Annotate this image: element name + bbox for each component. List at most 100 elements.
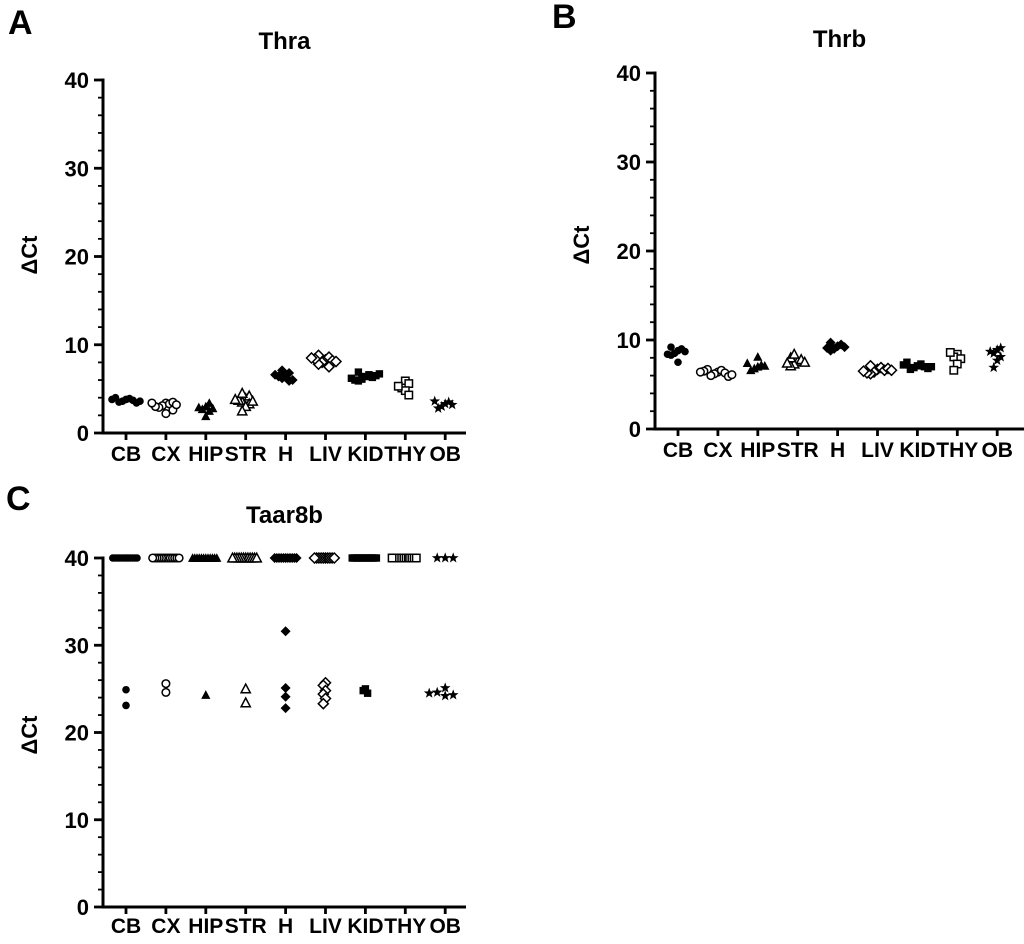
data-point [431, 686, 443, 697]
data-point [423, 687, 435, 698]
data-point [798, 355, 811, 367]
data-point [949, 365, 959, 375]
x-tick-label: CX [151, 443, 180, 466]
series-KID [347, 368, 384, 385]
data-point [825, 345, 836, 356]
data-point [375, 370, 384, 378]
y-tick-label: 10 [617, 328, 641, 353]
data-point [439, 552, 451, 563]
y-tick-label: 0 [77, 421, 89, 446]
data-point [204, 398, 214, 407]
axes: 0 10 20 30 40 CB CX HIP STR H LIV KID THY OB [65, 68, 466, 466]
data-point [239, 682, 252, 694]
data-point [188, 553, 198, 562]
panel-title: Taar8b [246, 502, 323, 529]
data-point [404, 390, 414, 400]
data-point [329, 355, 343, 368]
data-point [988, 361, 1000, 373]
data-point [839, 342, 850, 353]
x-tick-label: LIV [861, 439, 894, 462]
series-CB [109, 554, 141, 710]
data-point [270, 369, 281, 380]
series-THY [945, 348, 966, 375]
data-point [372, 554, 381, 562]
data-point [108, 395, 116, 404]
data-point [991, 344, 1003, 355]
y-tick-label: 30 [65, 633, 89, 658]
data-point [995, 342, 1007, 353]
y-tick-label: 10 [65, 808, 89, 833]
data-point [945, 348, 955, 357]
data-point [387, 553, 397, 563]
y-tick-label: 0 [77, 895, 89, 920]
axes: 0 10 20 30 40 CB CX HIP STR H LIV KID THY OB [65, 546, 466, 938]
data-point [431, 552, 443, 563]
series-CX [147, 397, 181, 419]
series-LIV [305, 349, 343, 373]
x-tick-label: STR [777, 439, 819, 462]
data-point [322, 360, 336, 373]
data-point [781, 356, 794, 368]
data-point [171, 400, 181, 410]
data-point [447, 552, 459, 563]
data-point [663, 350, 672, 359]
data-point [411, 553, 421, 563]
data-point [857, 365, 870, 378]
series-CX [148, 553, 184, 697]
series-KID [348, 554, 381, 697]
data-point [439, 398, 451, 409]
data-point [727, 370, 737, 380]
data-point [446, 399, 458, 410]
data-point [347, 374, 356, 382]
x-tick-label: KID [347, 443, 383, 466]
data-point [742, 358, 752, 368]
axes: 0 10 20 30 40 CB CX HIP STR H LIV KID THY OB [617, 61, 1024, 462]
data-point [674, 358, 682, 367]
data-point [136, 397, 144, 406]
data-point [927, 363, 936, 371]
thrb-scatter-plot: 0 10 20 30 40 CB CX HIP STR H LIV KID THY OB [617, 61, 1024, 462]
data-point [161, 687, 171, 697]
data-point [439, 690, 451, 701]
series-HIP [194, 398, 218, 421]
panel-letter: A [8, 4, 33, 42]
x-tick-label: OB [429, 443, 461, 466]
y-tick-label: 30 [65, 156, 89, 181]
data-point [280, 691, 291, 702]
panel-letter: C [6, 480, 31, 518]
series-OB [423, 552, 459, 701]
x-tick-label: LIV [309, 443, 342, 466]
data-point [991, 354, 1003, 365]
x-tick-label: STR [225, 915, 267, 938]
data-point [393, 381, 403, 391]
data-point [287, 375, 298, 386]
data-point [308, 551, 321, 565]
data-point [899, 361, 908, 369]
data-point [133, 554, 141, 562]
data-point [988, 347, 1000, 358]
series-KID [899, 358, 936, 374]
data-point [280, 703, 291, 714]
panel-taar8b: C Taar8b ΔCt 0 10 20 30 40 CB CX HIP STR H LIV KID T… [0, 472, 512, 944]
panel-letter: B [552, 0, 577, 36]
data-point [760, 361, 770, 370]
data-point [822, 343, 833, 354]
data-point [363, 689, 372, 697]
y-tick-label: 40 [617, 61, 641, 86]
x-tick-label: H [830, 439, 845, 462]
series-LIV [308, 551, 341, 710]
data-point [212, 553, 222, 562]
series-OB [429, 395, 458, 413]
series-H [269, 553, 302, 714]
data-point [404, 379, 414, 389]
data-point [250, 551, 263, 563]
data-point [746, 365, 756, 375]
data-point [825, 337, 836, 348]
x-tick-label: H [278, 443, 293, 466]
data-point [429, 395, 441, 406]
series-LIV [857, 359, 898, 380]
series-STR [781, 347, 811, 371]
data-point [681, 347, 689, 356]
data-point [788, 347, 801, 359]
